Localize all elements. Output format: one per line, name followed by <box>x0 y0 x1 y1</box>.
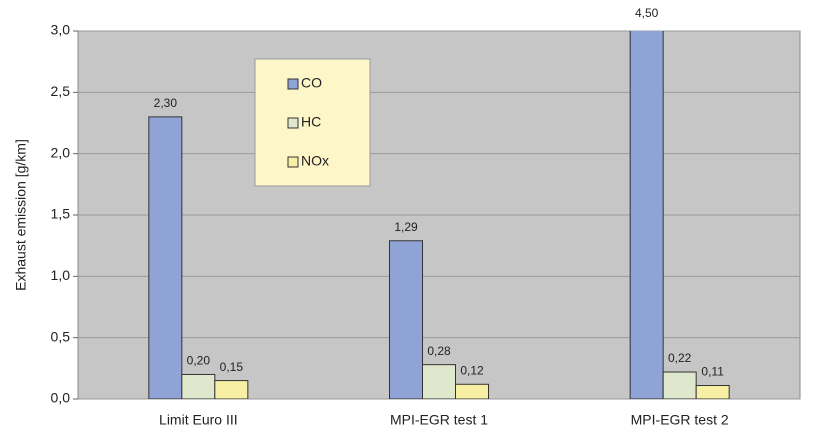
bar <box>181 373 216 399</box>
x-tick-label: MPI-EGR test 1 <box>390 412 488 428</box>
bar <box>422 364 456 399</box>
legend-label: CO <box>301 75 322 91</box>
bar <box>389 240 423 399</box>
y-tick-label: 2,5 <box>51 83 71 99</box>
value-label: 0,11 <box>701 365 724 379</box>
x-tick-label: MPI-EGR test 2 <box>631 412 729 428</box>
x-tick-label: Limit Euro III <box>159 412 238 428</box>
value-label: 0,15 <box>220 360 244 374</box>
y-tick-label: 1,5 <box>51 206 71 222</box>
value-label: 1,29 <box>394 220 418 234</box>
bar <box>695 385 730 399</box>
y-tick-label: 0,5 <box>51 328 71 344</box>
legend-swatch <box>287 78 299 90</box>
value-label: 4,50 <box>635 6 659 20</box>
legend-label: HC <box>301 114 321 130</box>
value-label: 0,20 <box>187 354 211 368</box>
legend-box <box>254 58 371 187</box>
bars <box>148 31 730 399</box>
value-label: 0,12 <box>460 363 484 377</box>
value-label: 0,28 <box>427 344 451 358</box>
bar <box>148 116 183 399</box>
legend-label: NOx <box>301 153 329 169</box>
y-tick-label: 0,0 <box>51 390 71 406</box>
y-axis-title: Exhaust emission [g/km] <box>13 139 29 291</box>
bar <box>662 371 697 399</box>
y-tick-label: 3,0 <box>51 22 71 38</box>
y-tick-label: 1,0 <box>51 267 71 283</box>
bar <box>455 383 489 399</box>
value-label: 0,22 <box>668 351 692 365</box>
bar <box>629 31 664 399</box>
value-label: 2,30 <box>154 96 178 110</box>
bar <box>214 380 249 399</box>
legend-swatch <box>287 117 299 129</box>
legend-swatch <box>287 156 299 168</box>
y-tick-label: 2,0 <box>51 144 71 160</box>
